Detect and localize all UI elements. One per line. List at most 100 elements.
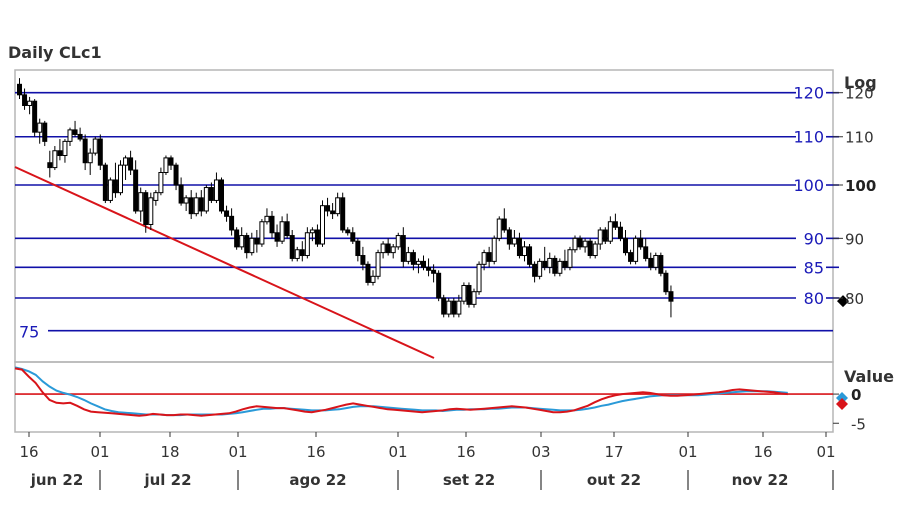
candle-body-up <box>653 255 659 268</box>
candle-body-up <box>415 260 421 265</box>
candle-body-down <box>269 215 275 234</box>
candle <box>138 187 144 222</box>
candle <box>249 232 255 256</box>
candle <box>234 227 240 250</box>
candle-body-down <box>299 249 305 257</box>
candle <box>314 224 320 247</box>
candle <box>405 246 411 265</box>
candle-body-up <box>476 263 482 293</box>
candle-body-down <box>42 122 48 142</box>
month-label: ago 22 <box>289 471 346 489</box>
candle-body-down <box>587 240 593 257</box>
candle-body-down <box>77 133 83 140</box>
macd-line <box>14 367 788 417</box>
candle <box>335 192 341 217</box>
candle-body-down <box>254 237 260 245</box>
candle <box>567 246 573 271</box>
candle-body-up <box>370 275 376 283</box>
candle <box>289 229 295 262</box>
x-axis-label: 01 <box>388 443 407 461</box>
candle <box>395 232 401 250</box>
candle <box>562 249 568 271</box>
candle <box>193 192 199 217</box>
candle-body-down <box>178 184 184 204</box>
candle <box>547 252 553 274</box>
candle-body-up <box>239 235 245 248</box>
candle-body-down <box>289 235 295 259</box>
candle <box>400 227 406 268</box>
candle <box>330 203 336 220</box>
candle <box>188 190 194 220</box>
candle <box>582 238 588 253</box>
candle <box>304 227 310 259</box>
candle <box>370 270 376 286</box>
candle-body-down <box>32 100 38 133</box>
candle-body-down <box>224 210 230 217</box>
candle <box>410 249 416 271</box>
candle-body-up <box>375 252 381 277</box>
candle <box>37 118 43 144</box>
candle-body-down <box>431 269 437 274</box>
candle <box>597 227 603 250</box>
candle <box>52 146 58 171</box>
candle <box>213 172 219 204</box>
candle <box>441 294 447 318</box>
candle <box>617 221 623 242</box>
month-label: jul 22 <box>143 471 191 489</box>
candle-body-up <box>193 197 199 215</box>
candle-body-up <box>491 237 497 262</box>
candle-body-down <box>577 237 583 248</box>
candle-body-down <box>330 210 336 215</box>
candle <box>279 216 285 245</box>
x-axis-label: 17 <box>604 443 623 461</box>
candle-body-up <box>572 237 578 251</box>
candle <box>527 244 533 268</box>
candle-body-up <box>294 249 300 259</box>
candle <box>173 162 179 191</box>
x-axis-label: 01 <box>228 443 247 461</box>
candle-body-up <box>264 215 270 223</box>
candle-body-up <box>537 260 543 277</box>
candle <box>380 241 386 259</box>
candle <box>299 241 305 262</box>
candle-body-down <box>234 229 240 248</box>
candle-body-down <box>527 246 533 265</box>
candle <box>663 270 669 295</box>
candle-body-down <box>617 226 623 239</box>
candle <box>17 78 22 100</box>
candle-body-down <box>133 169 139 212</box>
candle <box>203 185 209 214</box>
candle <box>62 139 68 163</box>
candle-body-up <box>471 291 477 305</box>
price-axis-label-120: 120 <box>845 85 874 103</box>
chart-title: Daily CLc1 <box>8 43 102 62</box>
candle <box>269 210 275 239</box>
candle-body-down <box>97 138 103 166</box>
candle <box>648 252 654 271</box>
candle-body-up <box>320 205 325 245</box>
candle <box>552 255 558 277</box>
candle <box>309 227 315 242</box>
candle-body-down <box>612 221 618 228</box>
candle-body-up <box>123 157 129 166</box>
candle-body-up <box>309 229 315 234</box>
level-label-85: 85 <box>804 258 824 277</box>
candle-body-down <box>325 205 331 212</box>
candle <box>284 213 290 239</box>
price-panel-frame <box>14 69 834 363</box>
candle <box>27 96 33 115</box>
candle <box>97 134 103 171</box>
x-axis-label: 01 <box>678 443 697 461</box>
candle-body-up <box>213 179 219 201</box>
candle-body-down <box>219 179 224 212</box>
candle-body-down <box>441 297 447 315</box>
candle-body-up <box>163 157 169 174</box>
candle-body-down <box>229 215 235 231</box>
candle-body-down <box>486 252 492 262</box>
candle-body-up <box>138 192 144 212</box>
candle <box>32 99 38 137</box>
candle-body-down <box>345 229 351 234</box>
candle <box>82 134 88 171</box>
candle-body-down <box>244 235 250 254</box>
candle-body-down <box>350 232 356 242</box>
